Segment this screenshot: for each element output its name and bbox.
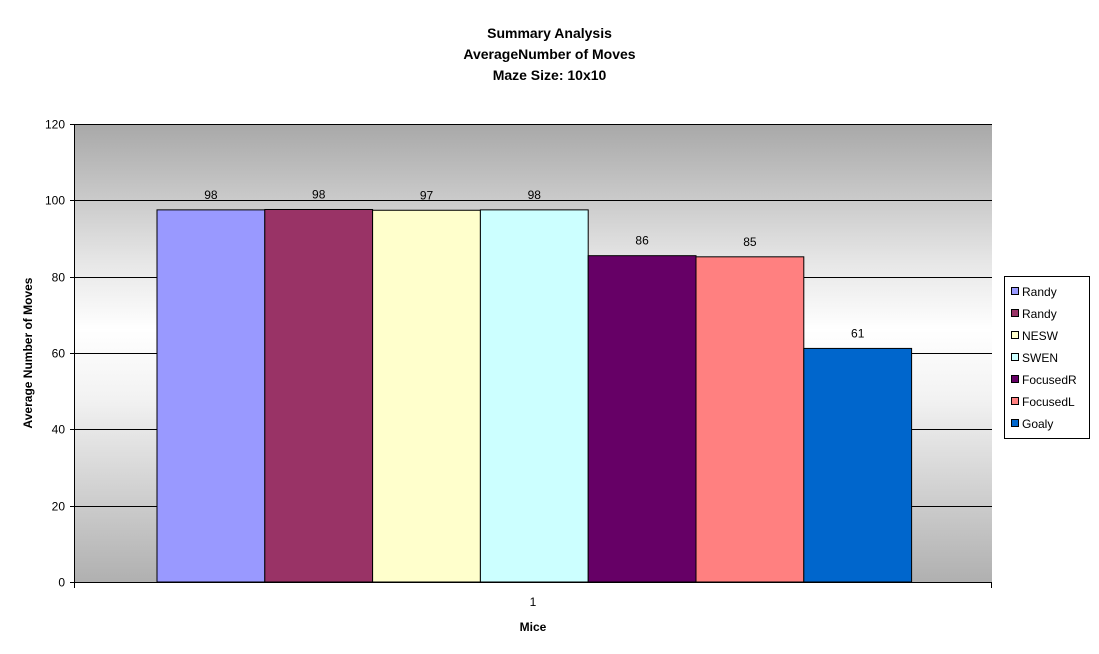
legend-swatch <box>1011 419 1019 427</box>
legend-swatch <box>1011 309 1019 317</box>
chart-title-line-1: Summary Analysis <box>487 25 612 41</box>
y-tick-label: 20 <box>52 500 66 514</box>
y-tick-label: 80 <box>52 271 66 285</box>
x-axis-title: Mice <box>520 620 547 634</box>
bar-randy-0 <box>156 209 266 583</box>
chart-title-line-2: AverageNumber of Moves <box>463 46 636 62</box>
y-axis-title: Average Number of Moves <box>21 277 35 428</box>
chart-title-line-3: Maze Size: 10x10 <box>492 67 607 83</box>
bar-randy-1 <box>264 208 374 583</box>
y-tick-label: 120 <box>45 118 65 132</box>
data-label: 86 <box>635 234 649 248</box>
legend-label: Randy <box>1022 307 1057 321</box>
bar-focusedr-4 <box>587 255 697 583</box>
y-tick-label: 60 <box>52 347 66 361</box>
legend: Randy Randy NESW SWEN FocusedR FocusedL Goaly <box>1004 276 1090 439</box>
y-tick-label: 100 <box>45 194 65 208</box>
y-tick-label: 0 <box>58 576 65 590</box>
x-tick-label: 1 <box>530 595 537 609</box>
axes: 0 20 40 60 80 100 120 1 <box>45 118 992 609</box>
legend-swatch <box>1011 353 1019 361</box>
data-label: 98 <box>312 187 326 201</box>
bar-nesw-2 <box>372 209 481 583</box>
legend-label: Randy <box>1022 285 1057 299</box>
bar-goaly-6 <box>803 347 913 583</box>
data-label: 85 <box>743 235 757 249</box>
legend-swatch <box>1011 375 1019 383</box>
legend-label: SWEN <box>1022 351 1058 365</box>
bar-focusedl-5 <box>695 256 805 583</box>
legend-label: FocusedL <box>1022 395 1075 409</box>
data-label: 97 <box>420 188 434 202</box>
legend-label: FocusedR <box>1022 373 1077 387</box>
legend-swatch <box>1011 397 1019 405</box>
legend-label: Goaly <box>1022 417 1053 431</box>
legend-swatch <box>1011 287 1019 295</box>
data-label: 61 <box>851 326 865 340</box>
legend-label: NESW <box>1022 329 1059 343</box>
data-label: 98 <box>528 188 542 202</box>
legend-swatch <box>1011 331 1019 339</box>
bars: 98 98 97 98 86 85 61 <box>156 187 913 583</box>
data-label: 98 <box>204 188 218 202</box>
y-tick-label: 40 <box>52 423 66 437</box>
bar-swen-3 <box>479 209 589 583</box>
